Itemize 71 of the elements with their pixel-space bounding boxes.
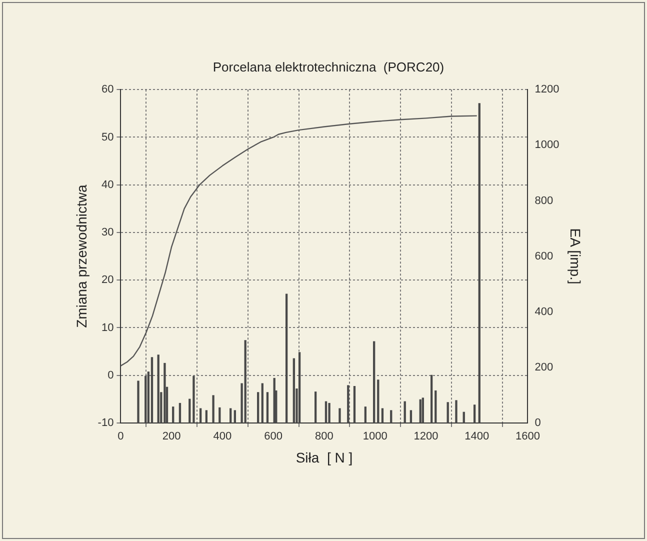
bar bbox=[172, 406, 174, 423]
bar bbox=[266, 392, 269, 423]
y2-tick-label: 600 bbox=[534, 250, 554, 262]
bar bbox=[314, 392, 317, 423]
y-tick-label: 10 bbox=[101, 322, 114, 334]
bar bbox=[218, 407, 221, 423]
y2-tick-label: 800 bbox=[534, 194, 554, 207]
bar bbox=[377, 380, 380, 423]
x-tick-label: 1400 bbox=[464, 430, 490, 443]
bar bbox=[178, 402, 182, 423]
x-tick-label: 1600 bbox=[515, 430, 540, 443]
bar bbox=[473, 404, 476, 423]
bar bbox=[372, 341, 376, 423]
bar bbox=[150, 357, 154, 423]
bar bbox=[200, 408, 202, 423]
bar bbox=[434, 390, 437, 423]
x-tick-label: 600 bbox=[264, 430, 283, 443]
bar bbox=[144, 376, 147, 423]
bar bbox=[353, 386, 356, 423]
x-axis-title: Siła [ N ] bbox=[296, 449, 353, 466]
y2-tick-label: 200 bbox=[534, 361, 554, 374]
bar bbox=[157, 354, 160, 423]
bar bbox=[192, 376, 195, 423]
bar bbox=[256, 392, 260, 423]
bar bbox=[462, 412, 465, 423]
bar bbox=[234, 410, 236, 423]
y2-tick-label: 400 bbox=[534, 306, 554, 318]
y2-tick-label: 1200 bbox=[534, 84, 560, 96]
bar bbox=[446, 402, 449, 423]
y-tick-label: 0 bbox=[108, 369, 114, 382]
bar bbox=[381, 408, 384, 423]
x-tick-label: 200 bbox=[162, 430, 181, 443]
bar bbox=[410, 410, 412, 423]
y2-tick-label: 1000 bbox=[534, 139, 560, 152]
bar bbox=[455, 400, 458, 423]
bar bbox=[230, 408, 232, 423]
bar bbox=[422, 398, 424, 423]
bar bbox=[244, 340, 246, 423]
bar bbox=[205, 410, 208, 423]
bar bbox=[430, 374, 433, 423]
bar bbox=[137, 380, 140, 423]
bar bbox=[212, 395, 214, 423]
bar bbox=[328, 402, 330, 423]
bar bbox=[292, 358, 296, 423]
bar bbox=[404, 401, 406, 423]
bar bbox=[390, 410, 392, 423]
y2-tick-label: 0 bbox=[534, 417, 541, 430]
x-tick-label: 1000 bbox=[362, 430, 388, 443]
y-tick-label: -10 bbox=[98, 417, 114, 430]
y-tick-label: 50 bbox=[101, 131, 114, 144]
bar bbox=[419, 399, 422, 423]
y-tick-label: 60 bbox=[101, 84, 114, 96]
x-tick-label: 0 bbox=[118, 430, 124, 443]
bar bbox=[188, 398, 191, 423]
bar bbox=[285, 294, 288, 423]
y-axis-title: Zmiana przewodnictwa bbox=[73, 184, 90, 328]
y-tick-label: 30 bbox=[101, 226, 114, 239]
x-tick-label: 800 bbox=[315, 430, 334, 443]
y2-axis-title: EA [imp.] bbox=[568, 228, 584, 284]
bar bbox=[364, 406, 367, 423]
chart-title: Porcelana elektrotechniczna (PORC20) bbox=[212, 59, 444, 74]
y-tick-label: 20 bbox=[101, 274, 114, 286]
x-tick-label: 400 bbox=[213, 430, 232, 443]
y-tick-label: 40 bbox=[101, 178, 114, 191]
bar bbox=[298, 352, 301, 423]
bar bbox=[164, 362, 166, 423]
bar bbox=[324, 401, 328, 423]
bar bbox=[261, 383, 264, 423]
bar bbox=[347, 385, 350, 423]
x-tick-label: 1200 bbox=[414, 430, 438, 443]
bar bbox=[338, 408, 341, 423]
